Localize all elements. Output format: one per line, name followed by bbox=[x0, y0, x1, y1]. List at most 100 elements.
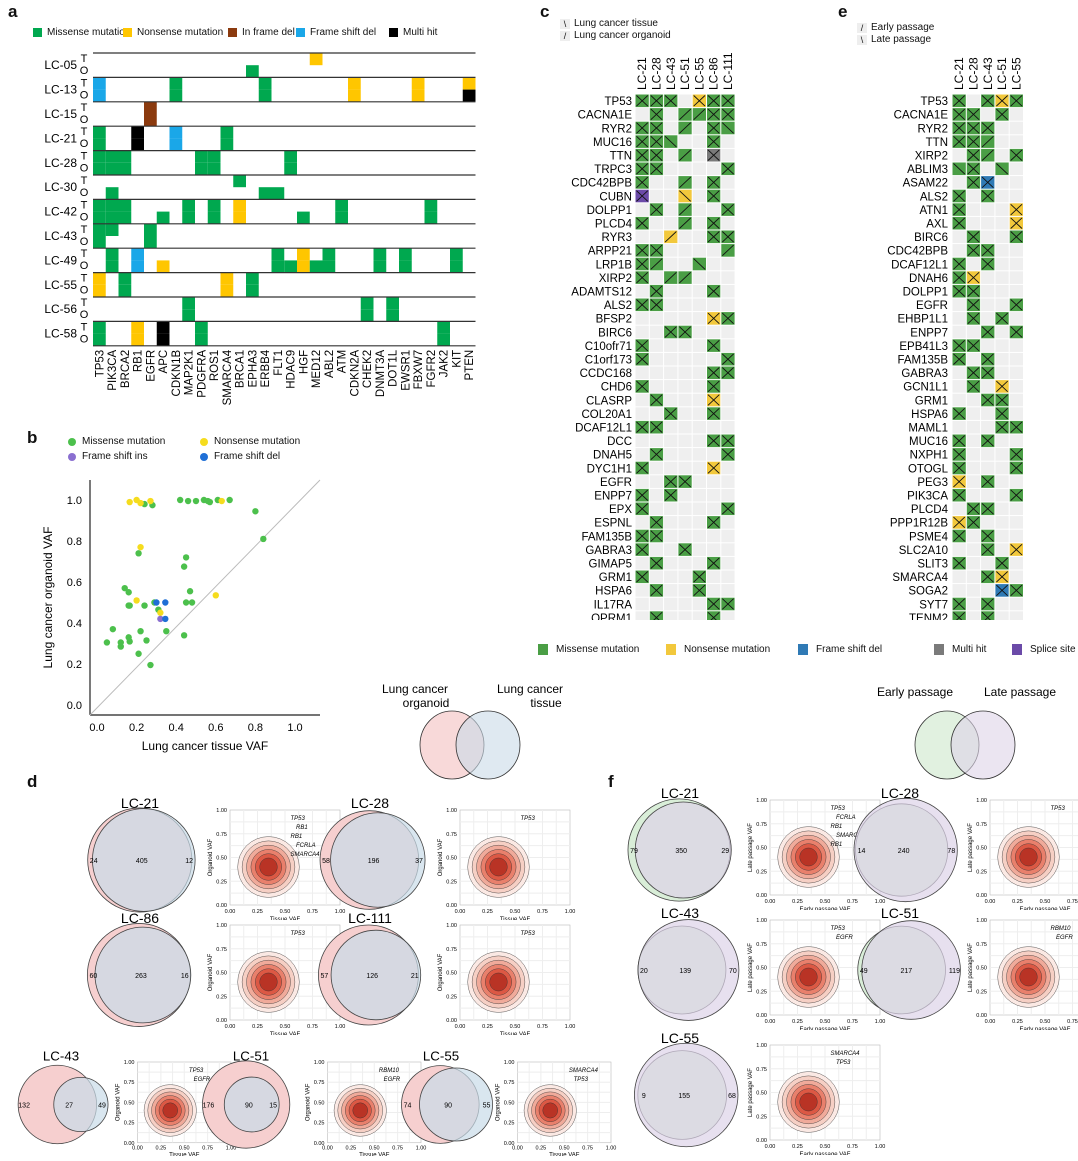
heatmap-row-GIMAP5: GIMAP5 bbox=[589, 556, 735, 571]
empty-cell bbox=[649, 380, 664, 393]
data-point-missense-mutation bbox=[135, 550, 142, 557]
legend-swatch bbox=[296, 28, 305, 37]
cell-mark bbox=[981, 367, 994, 379]
gene-label: TP53 bbox=[94, 350, 106, 378]
empty-cell bbox=[664, 584, 678, 597]
heatmap-row-DNAH6: DNAH6 bbox=[909, 271, 1023, 285]
gene-label: EGFR bbox=[145, 350, 157, 382]
empty-cell bbox=[678, 434, 692, 448]
cell-mark bbox=[636, 489, 649, 501]
cell-mark bbox=[996, 380, 1009, 393]
gene-annotation: TP53 bbox=[291, 931, 306, 937]
gene-label: CDC42BPB bbox=[571, 178, 632, 190]
cell-mark bbox=[953, 489, 966, 501]
heatmap-row-TTN: TTN bbox=[926, 135, 1023, 149]
venn-shared-count: 196 bbox=[368, 858, 380, 865]
empty-cell bbox=[649, 176, 664, 189]
cell-mark bbox=[721, 448, 734, 461]
empty-cell bbox=[1009, 271, 1023, 284]
gene-label: PDGFRA bbox=[196, 349, 208, 397]
mutation-cell bbox=[105, 162, 119, 175]
y-tick-label: 0.50 bbox=[504, 1100, 515, 1106]
cell-mark bbox=[707, 516, 720, 529]
sample-title: LC-43 bbox=[43, 1048, 79, 1063]
gene-label: CHEK2 bbox=[362, 350, 374, 388]
x-tick-label: 0.75 bbox=[1067, 899, 1078, 905]
empty-cell bbox=[721, 271, 735, 284]
legend-label: Nonsense mutation bbox=[137, 27, 224, 38]
empty-cell bbox=[635, 284, 649, 298]
legend-dot bbox=[200, 452, 208, 461]
legend-label: Late passage bbox=[871, 34, 932, 45]
cell-mark bbox=[636, 244, 649, 257]
mutation-cell bbox=[182, 211, 195, 224]
y-tick-label: 0.75 bbox=[756, 942, 767, 948]
cell-mark bbox=[981, 353, 994, 365]
data-point-frame-shift-ins bbox=[157, 615, 164, 623]
gene-label: EGFR bbox=[916, 300, 948, 312]
gene-label: EPHA3 bbox=[247, 350, 259, 388]
empty-cell bbox=[692, 420, 706, 434]
x-tick-label: 0.75 bbox=[307, 909, 318, 915]
mutation-cell bbox=[105, 223, 119, 236]
x-tick-label: 0.75 bbox=[537, 909, 548, 915]
y-tick-label: 0.25 bbox=[124, 1121, 135, 1127]
y-axis-label: Organoid VAF bbox=[438, 953, 444, 991]
empty-cell bbox=[1009, 611, 1023, 620]
empty-cell bbox=[995, 502, 1009, 516]
data-point-frame-shift-del bbox=[162, 615, 169, 623]
empty-cell bbox=[707, 420, 721, 434]
empty-cell bbox=[678, 312, 692, 325]
empty-cell bbox=[635, 393, 649, 407]
empty-cell bbox=[995, 339, 1009, 352]
empty-cell bbox=[649, 543, 664, 556]
sample-title: LC-51 bbox=[233, 1048, 269, 1063]
gene-label: TTN bbox=[610, 151, 632, 163]
empty-cell bbox=[664, 216, 678, 230]
empty-cell bbox=[692, 284, 706, 298]
x-tick-label: 0.25 bbox=[482, 909, 493, 915]
data-point-missense-mutation bbox=[180, 632, 188, 639]
cell-mark bbox=[636, 462, 649, 474]
heatmap-row-AXL: AXL bbox=[926, 216, 1023, 231]
organoid-label: O bbox=[80, 138, 89, 150]
sample-title: LC-28 bbox=[351, 795, 389, 811]
cell-mark bbox=[650, 584, 663, 597]
gene-annotation: TP53 bbox=[831, 806, 846, 812]
mutation-cell bbox=[131, 248, 144, 261]
y-tick-label: 0.25 bbox=[756, 869, 767, 875]
sample-block-LC-43: LC-43 20 139 70 0.00 0.00 0.25 0.25 0.50 0.50 0.75… bbox=[620, 900, 920, 1035]
cell-mark bbox=[996, 407, 1009, 420]
empty-cell bbox=[635, 230, 649, 244]
empty-cell bbox=[649, 312, 664, 325]
cell-mark bbox=[955, 611, 966, 620]
gene-label: ENPP7 bbox=[910, 327, 948, 339]
x-tick-label: 1.00 bbox=[875, 899, 886, 905]
organoid-label: O bbox=[80, 114, 89, 126]
gene-label: PLCD4 bbox=[911, 504, 949, 516]
cell-mark bbox=[953, 339, 966, 352]
x-axis-label: Tissue VAF bbox=[169, 1152, 200, 1156]
column-label: LC-21 bbox=[952, 57, 966, 90]
venn-right-circle bbox=[853, 797, 958, 903]
gene-label: XIRP2 bbox=[599, 273, 632, 285]
column-label: LC-43 bbox=[664, 57, 678, 90]
x-tick-label: 0.00 bbox=[512, 1146, 523, 1152]
organoid-label: O bbox=[80, 236, 89, 248]
empty-cell bbox=[635, 611, 649, 620]
mutation-cell bbox=[93, 126, 106, 139]
cell-mark bbox=[953, 462, 966, 474]
cell-mark bbox=[721, 163, 734, 175]
y-tick-label: 1.00 bbox=[446, 808, 457, 814]
cell-mark bbox=[967, 312, 980, 325]
mutation-cell bbox=[462, 89, 476, 102]
gene-label: ABL2 bbox=[324, 350, 336, 378]
empty-cell bbox=[1009, 570, 1023, 584]
gene-label: RYR3 bbox=[602, 232, 632, 244]
gene-label: C1orf173 bbox=[585, 355, 632, 367]
x-tick-label: 0.00 bbox=[985, 1019, 996, 1025]
heatmap-row-TRPC3: TRPC3 bbox=[594, 162, 735, 176]
empty-cell bbox=[1009, 189, 1023, 203]
heatmap-row-RYR3: RYR3 bbox=[602, 230, 735, 244]
data-point-nonsense-mutation bbox=[212, 592, 219, 599]
